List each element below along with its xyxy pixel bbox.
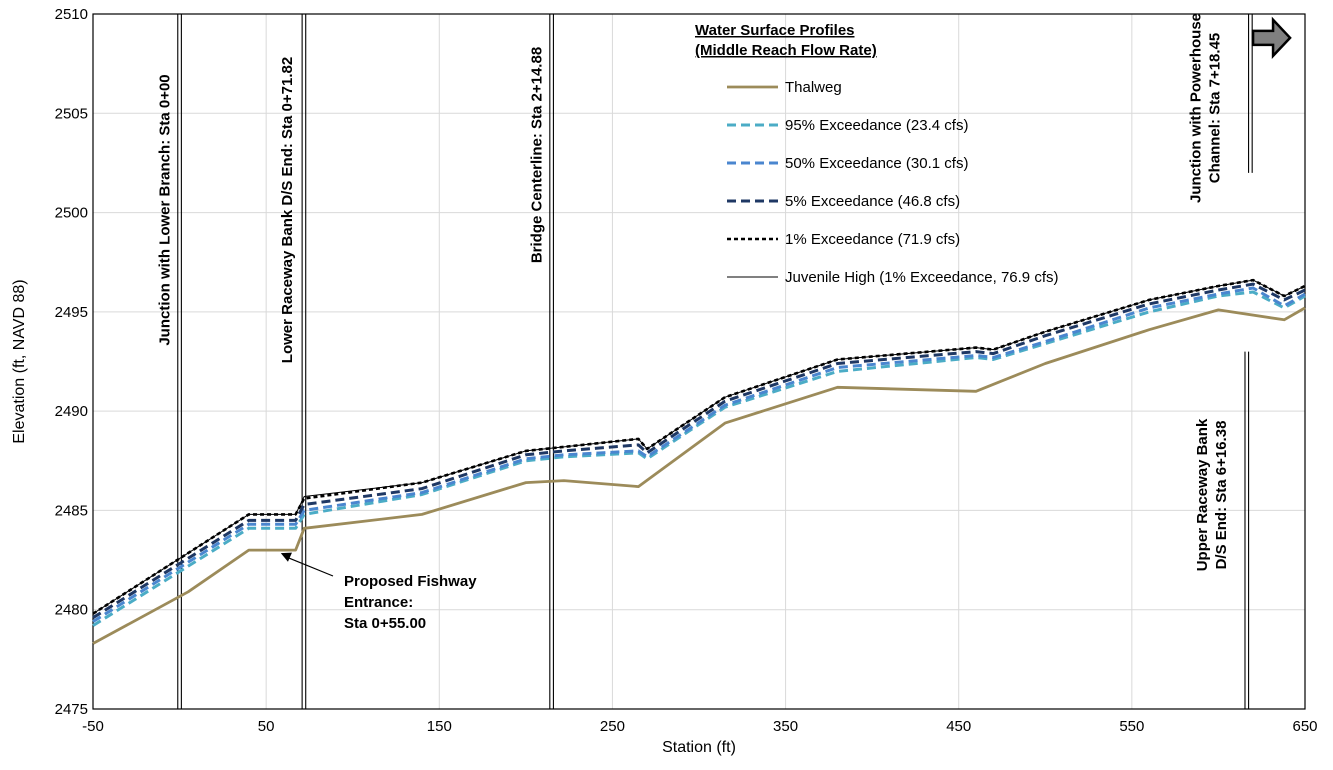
legend-title-line1: Water Surface Profiles (695, 22, 855, 39)
x-tick-label: 450 (946, 718, 971, 735)
fishway-annotation: Proposed Fishway Entrance: Sta 0+55.00 (280, 552, 477, 632)
series-line (92, 306, 1306, 645)
series-line (92, 286, 1306, 623)
y-axis-title: Elevation (ft, NAVD 88) (11, 279, 28, 443)
powerhouse-direction-arrow-icon (1251, 16, 1292, 59)
x-tick-label: -50 (82, 718, 104, 735)
gridlines (92, 13, 1306, 710)
station-marker-label: Junction with Lower Branch: Sta 0+00 (157, 74, 174, 345)
y-tick-label: 2485 (55, 502, 88, 519)
legend-label: 95% Exceedance (23.4 cfs) (785, 117, 968, 134)
series-line (92, 290, 1306, 627)
station-marker-label-line1: Junction with Powerhouse (1187, 13, 1204, 203)
series-line (92, 278, 1306, 615)
station-marker-label: Bridge Centerline: Sta 2+14.88 (529, 47, 546, 263)
y-tick-label: 2510 (55, 6, 88, 23)
legend: Water Surface Profiles (Middle Reach Flo… (695, 22, 1058, 286)
y-tick-label: 2480 (55, 602, 88, 619)
legend-title-line2: (Middle Reach Flow Rate) (695, 42, 877, 59)
station-marker-label-line1: Upper Raceway Bank (1194, 418, 1211, 571)
legend-label: Juvenile High (1% Exceedance, 76.9 cfs) (785, 269, 1058, 286)
y-tick-label: 2505 (55, 105, 88, 122)
x-tick-label: 250 (600, 718, 625, 735)
legend-items: Thalweg 95% Exceedance (23.4 cfs) 50% Exce… (727, 79, 1058, 286)
legend-label: Thalweg (785, 79, 842, 96)
y-axis-ticks: 2475 2480 2485 2490 2495 2500 2505 2510 (55, 6, 88, 718)
legend-label: 50% Exceedance (30.1 cfs) (785, 155, 968, 172)
fishway-arrowhead-icon (280, 552, 292, 562)
x-axis-ticks: -50 50 150 250 350 450 550 650 (82, 718, 1317, 735)
y-tick-label: 2475 (55, 701, 88, 718)
fishway-label-line3: Sta 0+55.00 (344, 615, 426, 632)
legend-label: 1% Exceedance (71.9 cfs) (785, 231, 960, 248)
fishway-arrow (286, 556, 334, 577)
x-tick-label: 550 (1119, 718, 1144, 735)
legend-label: 5% Exceedance (46.8 cfs) (785, 193, 960, 210)
station-marker-label-line2: Channel: Sta 7+18.45 (1206, 33, 1223, 183)
y-tick-label: 2490 (55, 403, 88, 420)
plot-area-border (92, 13, 1306, 710)
station-marker-label: Lower Raceway Bank D/S End: Sta 0+71.82 (279, 57, 296, 363)
y-tick-label: 2500 (55, 205, 88, 222)
fishway-label-line2: Entrance: (344, 594, 413, 611)
x-tick-label: 350 (773, 718, 798, 735)
x-tick-label: 150 (427, 718, 452, 735)
y-tick-label: 2495 (55, 304, 88, 321)
x-tick-label: 50 (258, 718, 275, 735)
series-line (92, 279, 1306, 615)
x-axis-title: Station (ft) (662, 739, 736, 756)
series-line (92, 282, 1306, 619)
station-markers: Junction with Lower Branch: Sta 0+00 Lowe… (157, 13, 1253, 709)
series-lines (92, 278, 1306, 645)
station-marker-label-line2: D/S End: Sta 6+16.38 (1213, 421, 1230, 570)
fishway-label-line1: Proposed Fishway (344, 573, 477, 590)
x-tick-label: 650 (1292, 718, 1317, 735)
